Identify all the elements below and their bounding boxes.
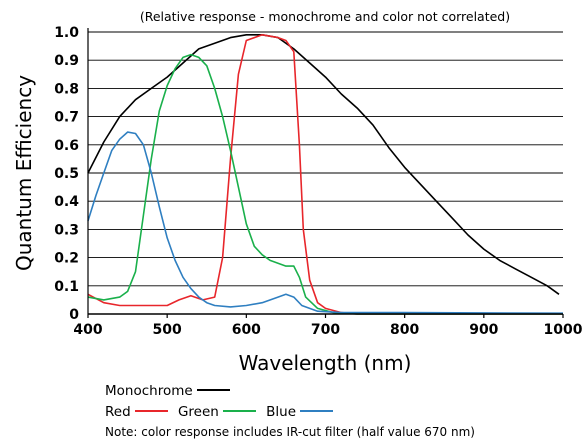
y-axis-label: Quantum Efficiency bbox=[12, 75, 36, 271]
axes bbox=[87, 28, 564, 318]
y-tick-label: 0.5 bbox=[54, 166, 79, 182]
grid-lines bbox=[88, 31, 563, 287]
legend-swatch-green bbox=[222, 410, 256, 412]
x-axis-label: Wavelength (nm) bbox=[239, 351, 412, 375]
legend-label-blue: Blue bbox=[266, 404, 297, 420]
chart-note: Note: color response includes IR-cut fil… bbox=[105, 425, 475, 439]
chart-subtitle: (Relative response - monochrome and colo… bbox=[140, 9, 510, 24]
y-tick-label: 0.7 bbox=[54, 110, 79, 126]
y-tick-label: 0.1 bbox=[54, 279, 79, 295]
series-line-red bbox=[87, 33, 563, 315]
x-tick-labels: 400 500 600 700 800 900 1000 bbox=[73, 322, 582, 338]
series-line-blue bbox=[87, 131, 564, 315]
y-tick-label: 0.9 bbox=[54, 53, 79, 69]
y-tick-label: 0.4 bbox=[54, 194, 79, 210]
x-tick-label: 500 bbox=[153, 322, 182, 338]
x-tick-label: 400 bbox=[73, 322, 102, 338]
x-tick-label: 800 bbox=[390, 322, 419, 338]
series-line-green bbox=[87, 53, 563, 315]
x-tick-label: 700 bbox=[311, 322, 340, 338]
y-tick-labels: 0 0.1 0.2 0.3 0.4 0.5 0.6 0.7 0.8 0.9 1.0 bbox=[54, 25, 79, 323]
legend-label-monochrome: Monochrome bbox=[105, 383, 193, 399]
legend-row-colors: Red Green Blue bbox=[105, 404, 339, 420]
x-tick-label: 900 bbox=[469, 322, 498, 338]
y-tick-label: 0 bbox=[69, 307, 79, 323]
y-tick-label: 0.6 bbox=[54, 138, 79, 154]
y-tick-label: 0.8 bbox=[54, 81, 79, 97]
series-line-monochrome bbox=[87, 33, 560, 295]
legend-swatch-monochrome bbox=[196, 389, 230, 391]
x-tick-label: 1000 bbox=[544, 322, 583, 338]
y-tick-label: 0.3 bbox=[54, 222, 79, 238]
legend-label-green: Green bbox=[177, 404, 219, 420]
legend-swatch-blue bbox=[300, 410, 334, 412]
legend-label-red: Red bbox=[105, 404, 131, 420]
series-lines bbox=[87, 33, 564, 315]
legend-swatch-red bbox=[134, 410, 168, 412]
legend-row-monochrome: Monochrome bbox=[105, 383, 236, 399]
y-tick-label: 0.2 bbox=[54, 251, 79, 267]
y-tick-label: 1.0 bbox=[54, 25, 79, 41]
x-tick-label: 600 bbox=[232, 322, 261, 338]
